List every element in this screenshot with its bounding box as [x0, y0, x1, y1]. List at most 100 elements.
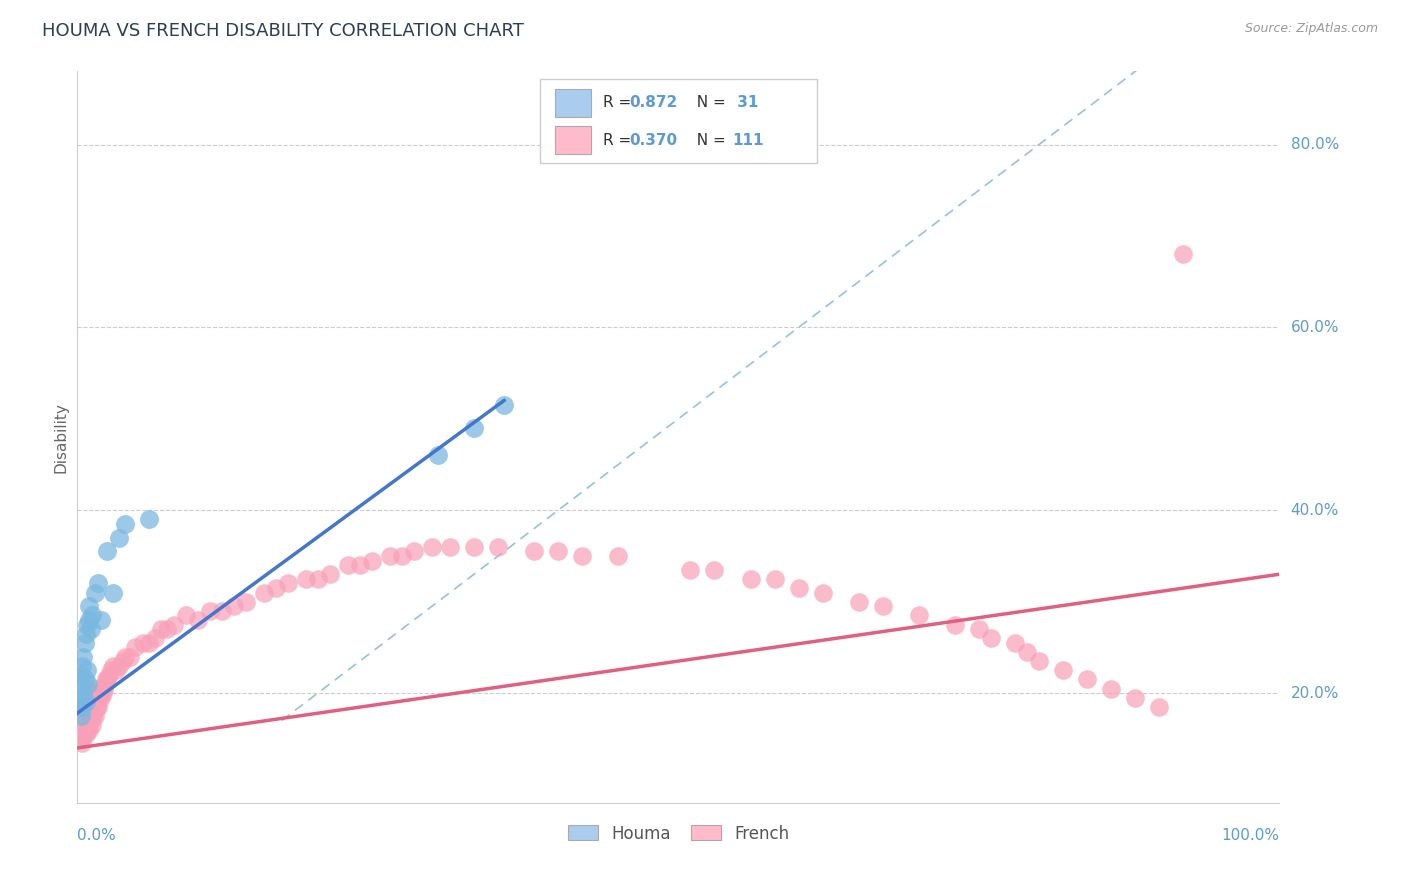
- Text: N =: N =: [686, 95, 731, 111]
- Point: [87, 690, 110, 705]
- Point: [86, 699, 108, 714]
- Bar: [554, 127, 591, 154]
- Point: [186, 613, 209, 627]
- Point: [1123, 690, 1146, 705]
- Point: [1149, 699, 1171, 714]
- Text: R =: R =: [603, 133, 636, 147]
- Point: [79, 709, 101, 723]
- Point: [72, 686, 94, 700]
- Point: [848, 594, 870, 608]
- Point: [1076, 673, 1098, 687]
- Point: [740, 572, 762, 586]
- Point: [67, 699, 90, 714]
- Point: [84, 709, 107, 723]
- Point: [70, 709, 93, 723]
- Point: [79, 714, 101, 728]
- Point: [97, 667, 120, 681]
- Point: [360, 553, 382, 567]
- Point: [463, 540, 485, 554]
- Point: [103, 658, 125, 673]
- Point: [222, 599, 245, 614]
- Point: [70, 709, 93, 723]
- Point: [523, 544, 546, 558]
- Point: [162, 617, 184, 632]
- Text: 80.0%: 80.0%: [1291, 137, 1339, 152]
- Point: [763, 572, 786, 586]
- Point: [378, 549, 401, 563]
- Text: 0.872: 0.872: [628, 95, 678, 111]
- Text: Source: ZipAtlas.com: Source: ZipAtlas.com: [1244, 22, 1378, 36]
- Point: [1099, 681, 1122, 696]
- Point: [77, 718, 100, 732]
- Point: [1028, 654, 1050, 668]
- Text: 111: 111: [733, 133, 763, 147]
- Point: [89, 686, 111, 700]
- Text: 40.0%: 40.0%: [1291, 503, 1339, 517]
- Point: [402, 544, 425, 558]
- Point: [108, 658, 131, 673]
- Point: [73, 673, 96, 687]
- Point: [264, 581, 287, 595]
- Point: [86, 681, 108, 696]
- Point: [87, 576, 110, 591]
- Point: [114, 649, 136, 664]
- Point: [69, 727, 91, 741]
- Point: [73, 695, 96, 709]
- Point: [70, 699, 93, 714]
- Point: [75, 626, 97, 640]
- Point: [91, 686, 114, 700]
- Point: [75, 695, 97, 709]
- Point: [111, 654, 134, 668]
- Point: [253, 585, 276, 599]
- Point: [79, 622, 101, 636]
- Point: [294, 572, 316, 586]
- Text: N =: N =: [686, 133, 731, 147]
- Point: [145, 632, 167, 646]
- Point: [235, 594, 257, 608]
- Point: [72, 714, 94, 728]
- Point: [787, 581, 810, 595]
- Point: [83, 686, 105, 700]
- Point: [76, 690, 98, 705]
- Point: [72, 649, 94, 664]
- Point: [73, 714, 96, 728]
- Point: [908, 608, 931, 623]
- Point: [943, 617, 966, 632]
- Point: [439, 540, 461, 554]
- Point: [70, 723, 93, 737]
- Point: [114, 516, 136, 531]
- Point: [80, 718, 103, 732]
- Point: [307, 572, 329, 586]
- Point: [94, 677, 117, 691]
- Point: [100, 663, 122, 677]
- Point: [75, 709, 97, 723]
- Point: [79, 686, 101, 700]
- Point: [138, 512, 160, 526]
- Point: [70, 667, 93, 681]
- Point: [73, 636, 96, 650]
- Text: 0.0%: 0.0%: [77, 828, 117, 843]
- Point: [607, 549, 630, 563]
- Point: [75, 690, 97, 705]
- Point: [980, 632, 1002, 646]
- Point: [90, 690, 112, 705]
- Point: [96, 673, 118, 687]
- Point: [67, 731, 90, 746]
- Point: [108, 531, 131, 545]
- Text: 60.0%: 60.0%: [1291, 320, 1339, 334]
- Point: [277, 576, 299, 591]
- Point: [70, 736, 93, 750]
- Point: [67, 718, 90, 732]
- Point: [198, 604, 221, 618]
- Text: 20.0%: 20.0%: [1291, 686, 1339, 700]
- Point: [349, 558, 371, 573]
- Point: [486, 540, 509, 554]
- Point: [72, 699, 94, 714]
- Point: [80, 608, 103, 623]
- Point: [70, 731, 93, 746]
- Point: [1173, 247, 1195, 261]
- Point: [463, 421, 485, 435]
- Point: [679, 563, 702, 577]
- Point: [70, 718, 93, 732]
- Point: [70, 658, 93, 673]
